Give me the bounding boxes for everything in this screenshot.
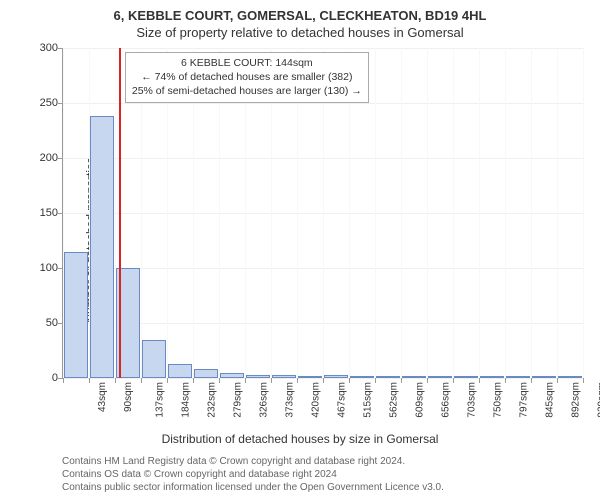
- xtick-mark: [297, 378, 298, 383]
- xtick-mark: [115, 378, 116, 383]
- footer-attribution: Contains HM Land Registry data © Crown c…: [62, 455, 444, 494]
- xtick-label: 137sqm: [155, 382, 166, 418]
- xtick-mark: [167, 378, 168, 383]
- histogram-bar: [90, 116, 114, 378]
- callout-line2: ← 74% of detached houses are smaller (38…: [132, 70, 362, 84]
- xtick-label: 656sqm: [441, 382, 452, 418]
- histogram-bar: [558, 376, 582, 378]
- histogram-bar: [350, 376, 374, 378]
- reference-line: [119, 48, 121, 378]
- gridline-v: [505, 48, 506, 378]
- gridline-v: [401, 48, 402, 378]
- xtick-label: 467sqm: [337, 382, 348, 418]
- histogram-bar: [402, 376, 426, 378]
- gridline-v: [557, 48, 558, 378]
- ytick-label: 250: [40, 97, 58, 109]
- xtick-mark: [427, 378, 428, 383]
- xtick-label: 703sqm: [467, 382, 478, 418]
- xtick-mark: [245, 378, 246, 383]
- ytick-label: 50: [46, 317, 58, 329]
- xtick-label: 562sqm: [389, 382, 400, 418]
- histogram-bar: [194, 369, 218, 378]
- histogram-bar: [454, 376, 478, 378]
- ytick-label: 300: [40, 42, 58, 54]
- gridline-v: [583, 48, 584, 378]
- gridline-v: [479, 48, 480, 378]
- xtick-mark: [557, 378, 558, 383]
- histogram-bar: [324, 375, 348, 378]
- histogram-bar: [272, 375, 296, 378]
- footer-line3: Contains public sector information licen…: [62, 481, 444, 494]
- xtick-label: 750sqm: [493, 382, 504, 418]
- gridline-v: [453, 48, 454, 378]
- ytick-label: 150: [40, 207, 58, 219]
- callout-line3: 25% of semi-detached houses are larger (…: [132, 84, 362, 98]
- histogram-bar: [428, 376, 452, 378]
- xtick-mark: [583, 378, 584, 383]
- xtick-label: 43sqm: [97, 382, 108, 412]
- histogram-bar: [532, 376, 556, 378]
- xtick-label: 90sqm: [123, 382, 134, 412]
- histogram-bar: [298, 376, 322, 378]
- xtick-label: 892sqm: [571, 382, 582, 418]
- xtick-mark: [479, 378, 480, 383]
- xtick-mark: [141, 378, 142, 383]
- plot-area: 05010015020025030043sqm90sqm137sqm184sqm…: [62, 48, 583, 379]
- xtick-label: 184sqm: [181, 382, 192, 418]
- xtick-mark: [193, 378, 194, 383]
- histogram-bar: [480, 376, 504, 378]
- gridline-v: [427, 48, 428, 378]
- xtick-label: 420sqm: [311, 382, 322, 418]
- histogram-bar: [376, 376, 400, 378]
- xtick-mark: [375, 378, 376, 383]
- xtick-label: 515sqm: [363, 382, 374, 418]
- ytick-label: 100: [40, 262, 58, 274]
- chart-title-line2: Size of property relative to detached ho…: [0, 25, 600, 40]
- xtick-label: 326sqm: [259, 382, 270, 418]
- xtick-label: 279sqm: [233, 382, 244, 418]
- chart-title-line1: 6, KEBBLE COURT, GOMERSAL, CLECKHEATON, …: [0, 0, 600, 23]
- histogram-bar: [64, 252, 88, 379]
- xtick-mark: [349, 378, 350, 383]
- xtick-mark: [323, 378, 324, 383]
- xtick-mark: [271, 378, 272, 383]
- callout-box: 6 KEBBLE COURT: 144sqm← 74% of detached …: [125, 52, 369, 103]
- footer-line1: Contains HM Land Registry data © Crown c…: [62, 455, 444, 468]
- histogram-bar: [168, 364, 192, 378]
- xtick-label: 232sqm: [207, 382, 218, 418]
- histogram-bar: [142, 340, 166, 379]
- footer-line2: Contains OS data © Crown copyright and d…: [62, 468, 444, 481]
- histogram-bar: [506, 376, 530, 378]
- xtick-mark: [531, 378, 532, 383]
- ytick-label: 200: [40, 152, 58, 164]
- gridline-v: [375, 48, 376, 378]
- xtick-label: 373sqm: [285, 382, 296, 418]
- histogram-bar: [246, 375, 270, 378]
- xtick-label: 845sqm: [545, 382, 556, 418]
- xtick-label: 939sqm: [597, 382, 600, 418]
- xtick-mark: [401, 378, 402, 383]
- xtick-label: 609sqm: [415, 382, 426, 418]
- xtick-mark: [505, 378, 506, 383]
- xtick-mark: [219, 378, 220, 383]
- x-axis-label: Distribution of detached houses by size …: [0, 432, 600, 446]
- xtick-mark: [63, 378, 64, 383]
- callout-line1: 6 KEBBLE COURT: 144sqm: [132, 56, 362, 70]
- xtick-label: 797sqm: [519, 382, 530, 418]
- xtick-mark: [453, 378, 454, 383]
- gridline-v: [531, 48, 532, 378]
- histogram-bar: [220, 373, 244, 379]
- chart-container: 6, KEBBLE COURT, GOMERSAL, CLECKHEATON, …: [0, 0, 600, 500]
- xtick-mark: [89, 378, 90, 383]
- ytick-label: 0: [52, 372, 58, 384]
